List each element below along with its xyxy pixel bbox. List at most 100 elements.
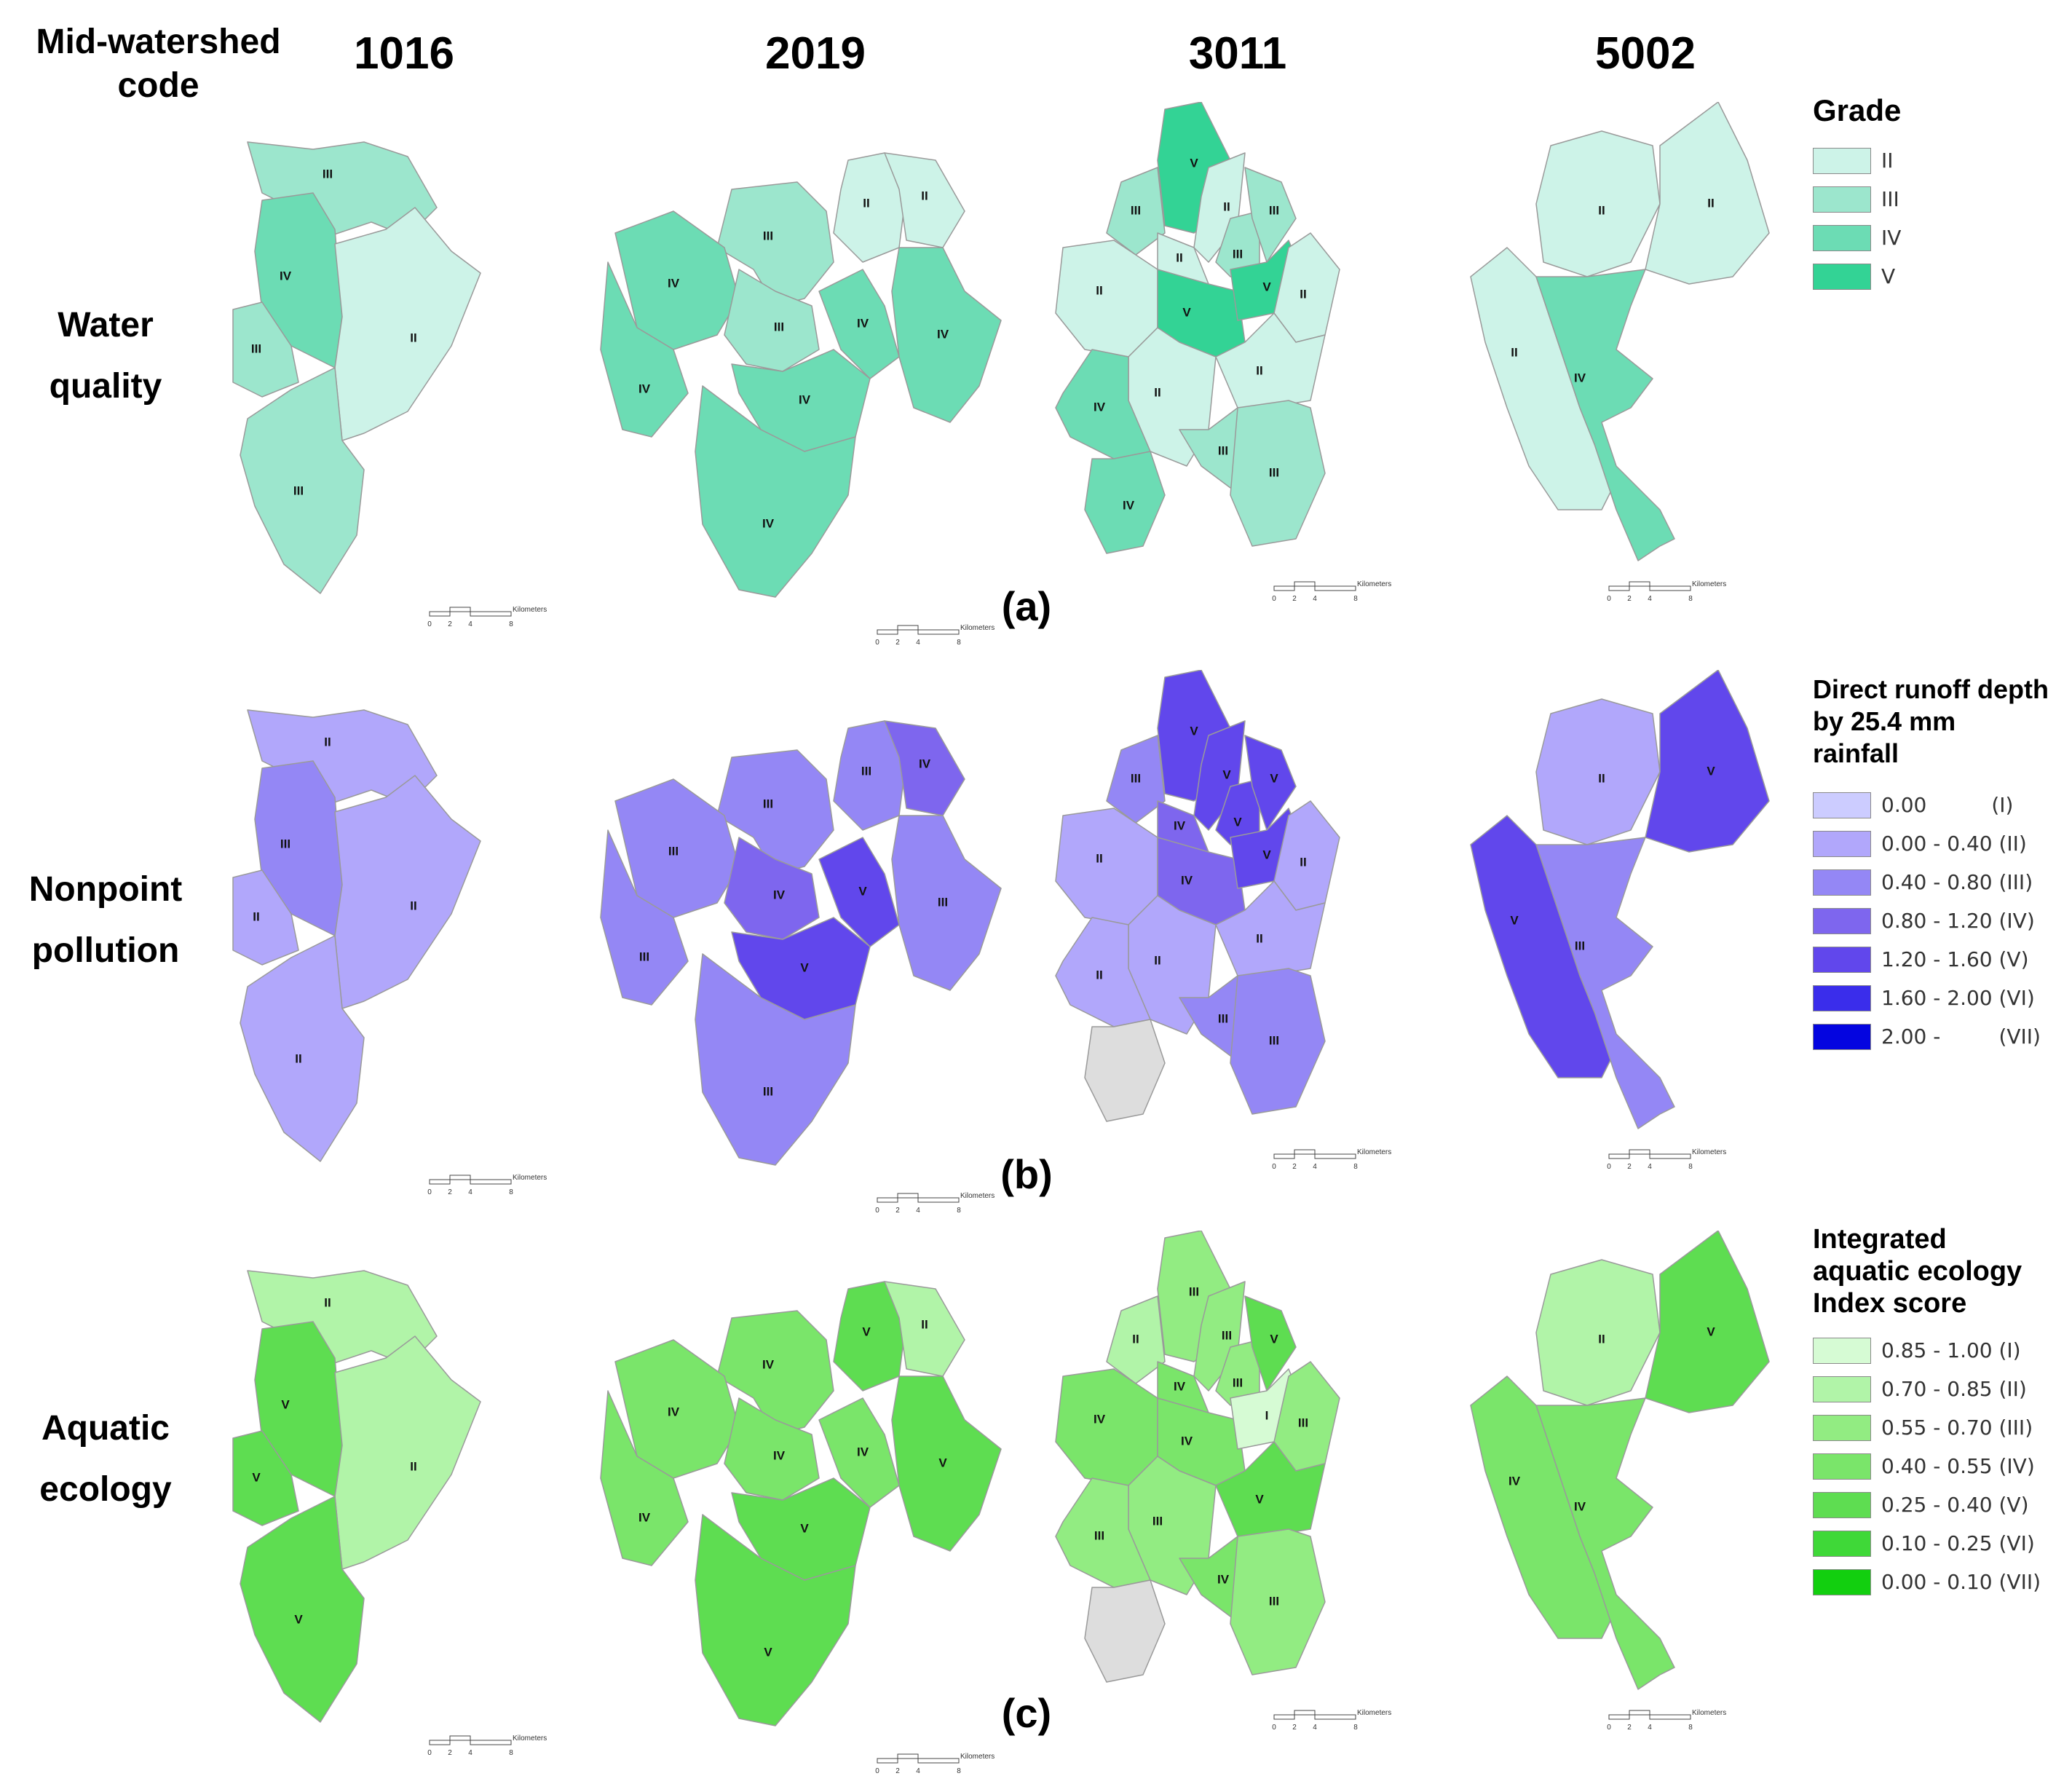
grade-label: III: [1269, 1594, 1279, 1608]
scale-tick-label: 8: [1688, 1163, 1693, 1171]
grade-label: IV: [1181, 1434, 1193, 1448]
sub-watershed-polygon: [1193, 1281, 1246, 1392]
grade-label: V: [1262, 280, 1271, 293]
scale-tick-label: 0: [1272, 1724, 1276, 1732]
sub-watershed-polygon: [1230, 1528, 1326, 1676]
scale-unit-label: Kilometers: [1692, 1709, 1726, 1717]
scale-tick-label: 2: [448, 1749, 452, 1757]
watershed-map-nps-2019: III III IV III IV V III III V III 0 2 4 8 Kilometers: [600, 720, 1002, 1215]
grade-label: IV: [762, 1357, 775, 1371]
scale-tick-label: 8: [509, 620, 513, 628]
sub-watershed-polygon: [334, 1335, 481, 1570]
legend-swatch: [1813, 263, 1871, 290]
grade-label: III: [1233, 1376, 1243, 1389]
scale-tick-label: 2: [895, 1767, 900, 1775]
grade-label: II: [1223, 200, 1230, 213]
scale-bar: 0 2 4 8 Kilometers: [875, 624, 995, 647]
sub-watershed-polygon: [600, 261, 689, 438]
grade-label: IV: [857, 1445, 869, 1459]
grade-label: IV: [1574, 371, 1586, 384]
grade-label: II: [1300, 287, 1306, 301]
grade-label: IV: [1094, 1412, 1106, 1426]
grade-label: II: [921, 189, 928, 202]
watershed-map-nps-5002: II V V III 0 2 4 8 Kilometers: [1470, 670, 1770, 1171]
grade-label: III: [1269, 1033, 1279, 1047]
legend-swatch: [1813, 1568, 1871, 1595]
legend-swatch: [1813, 869, 1871, 896]
scale-tick-label: 2: [895, 1207, 900, 1215]
sub-watershed-polygon: [1084, 451, 1166, 554]
grade-label: II: [295, 1051, 301, 1065]
scale-tick-label: 2: [895, 639, 900, 647]
grade-label: III: [861, 764, 871, 778]
legend-title-aquatic-ecology: Integrated aquatic ecology Index score: [1813, 1224, 2022, 1319]
legend-item-label: 1.60 - 2.00 (VI): [1881, 986, 2035, 1010]
grade-label: III: [763, 229, 773, 242]
scale-tick-label: 2: [1627, 1163, 1632, 1171]
scale-tick-label: 8: [1688, 1724, 1693, 1732]
scale-unit-label: Kilometers: [960, 1753, 995, 1761]
legend-item-label: 0.55 - 0.70 (III): [1881, 1416, 2033, 1440]
scale-bar: 0 2 4 8 Kilometers: [875, 1192, 995, 1215]
grade-label: III: [1218, 1011, 1228, 1025]
sub-watershed-polygon: [724, 837, 820, 940]
sub-watershed-polygon: [1244, 167, 1297, 263]
grade-label: III: [1094, 1528, 1104, 1542]
scale-tick-label: 0: [427, 620, 432, 628]
scale-tick-label: 8: [1353, 595, 1358, 603]
sub-watershed-polygon: [232, 869, 299, 966]
grade-label: V: [800, 960, 809, 974]
legend-swatch: [1813, 1414, 1871, 1441]
scale-tick-label: 4: [916, 639, 920, 647]
legend-swatch: [1813, 907, 1871, 934]
grade-label: II: [1598, 203, 1605, 217]
grade-label: III: [639, 950, 649, 963]
scale-tick-label: 4: [1648, 595, 1652, 603]
scale-tick-label: 2: [1292, 1724, 1297, 1732]
grade-label: III: [774, 320, 784, 333]
scale-tick-label: 4: [1648, 1163, 1652, 1171]
grade-label: III: [323, 167, 333, 181]
legend-nonpoint-pollution: Direct runoff depth by 25.4 mm rainfall …: [1813, 674, 2049, 1056]
grade-label: IV: [1217, 1572, 1230, 1586]
grade-label: IV: [1123, 498, 1135, 512]
grade-label: IV: [937, 327, 949, 341]
grade-label: III: [1269, 465, 1279, 479]
grade-label: V: [764, 1645, 772, 1659]
scale-tick-label: 4: [468, 1188, 472, 1196]
scale-unit-label: Kilometers: [1357, 1709, 1391, 1717]
grade-label: IV: [857, 316, 869, 330]
sub-watershed-polygon: [1244, 1295, 1297, 1392]
sub-watershed-polygon: [600, 1390, 689, 1566]
legend-aquatic-ecology: Integrated aquatic ecology Index score 0…: [1813, 1223, 2041, 1601]
sub-watershed-polygon: [1193, 720, 1246, 831]
scale-tick-label: 8: [1353, 1724, 1358, 1732]
grade-label: III: [1131, 203, 1141, 217]
sub-watershed-polygon: [724, 1397, 820, 1501]
sub-watershed-polygon: [1106, 167, 1166, 256]
legend-swatch: [1813, 224, 1871, 251]
grade-label: V: [1270, 771, 1278, 785]
scale-tick-label: 0: [1607, 595, 1611, 603]
legend-item: III: [1813, 180, 1901, 218]
grade-label: II: [1132, 1332, 1139, 1346]
grade-label: V: [862, 1325, 871, 1338]
scale-tick-label: 0: [1607, 1163, 1611, 1171]
grade-label: II: [1176, 250, 1182, 264]
grade-label: IV: [1174, 818, 1186, 832]
grade-label: II: [1300, 855, 1306, 869]
row-label-aquatic-ecology: Aquatic ecology: [39, 1409, 172, 1509]
sub-watershed-polygon: [1535, 130, 1661, 277]
sub-watershed-polygon: [240, 935, 365, 1162]
scale-tick-label: 8: [509, 1188, 513, 1196]
grade-label: IV: [1174, 1379, 1186, 1393]
grade-label: III: [1269, 203, 1279, 217]
scale-bar: 0 2 4 8 Kilometers: [1607, 1709, 1726, 1732]
scale-unit-label: Kilometers: [1357, 1148, 1391, 1156]
scale-tick-label: 0: [1272, 1163, 1276, 1171]
sub-watershed-polygon: [240, 1496, 365, 1723]
sub-watershed-polygon: [1106, 735, 1166, 824]
sub-watershed-polygon: [600, 829, 689, 1006]
